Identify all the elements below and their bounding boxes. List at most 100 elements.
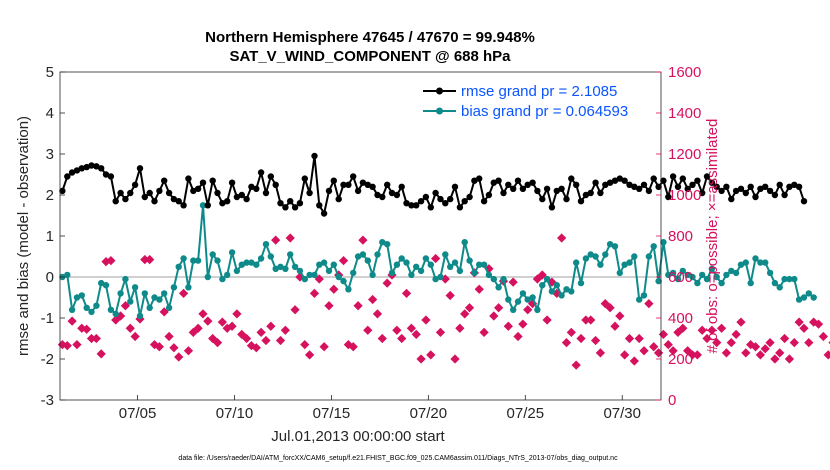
obs-assimilated-point: [557, 233, 567, 243]
bias-point: [597, 261, 604, 268]
rmse-point: [272, 181, 279, 188]
obs-assimilated-point: [348, 342, 358, 352]
obs-assimilated-point: [629, 356, 639, 366]
bias-point: [262, 241, 270, 248]
obs-assimilated-point: [91, 333, 101, 344]
obs-assimilated-point: [809, 317, 819, 327]
rmse-point: [287, 198, 294, 205]
rmse-point: [718, 187, 725, 195]
bias-point: [582, 255, 590, 262]
rmse-point: [233, 193, 241, 201]
rmse-point: [461, 198, 468, 205]
obs-assimilated-point: [624, 333, 635, 344]
rmse-point: [325, 187, 333, 195]
obs-assimilated-point: [198, 309, 208, 319]
rmse-point: [640, 181, 648, 188]
obs-assimilated-point: [382, 278, 392, 288]
bias-point: [417, 267, 425, 275]
rmse-point: [156, 187, 163, 195]
rmse-point: [699, 189, 706, 197]
rmse-point: [194, 185, 202, 192]
obs-assimilated-point: [392, 325, 402, 335]
rmse-point: [403, 200, 410, 207]
rmse-point: [369, 183, 376, 190]
right-tick-label: 800: [668, 228, 693, 245]
rmse-point: [374, 191, 381, 199]
right-tick-label: 400: [668, 310, 693, 327]
obs-assimilated-point: [421, 315, 431, 325]
bias-point: [645, 253, 653, 260]
bias-point: [757, 259, 764, 266]
obs-assimilated-point: [106, 255, 116, 266]
rmse-point: [102, 171, 110, 178]
bias-point: [228, 249, 236, 256]
bias-point: [190, 257, 197, 264]
left-tick-label: 1: [46, 228, 54, 245]
rmse-point: [665, 193, 672, 201]
bias-point: [233, 267, 241, 275]
bias-point: [524, 296, 531, 303]
rmse-point: [388, 189, 396, 197]
rmse-point: [127, 189, 134, 197]
bias-point: [311, 271, 318, 279]
rmse-point: [529, 179, 536, 186]
legend-bias-marker: [436, 107, 443, 115]
bias-point: [762, 259, 769, 266]
obs-assimilated-point: [464, 303, 475, 313]
bias-point: [88, 308, 95, 316]
rmse-series: [59, 152, 808, 217]
x-tick-label: 07/25: [507, 405, 545, 422]
obs-assimilated-point: [445, 290, 455, 301]
rmse-point: [645, 187, 653, 195]
obs-assimilated-point: [338, 255, 349, 266]
rmse-point: [573, 181, 580, 188]
bias-point: [471, 269, 478, 277]
bias-point: [335, 273, 342, 281]
rmse-point: [776, 181, 783, 188]
obs-assimilated-point: [489, 311, 499, 321]
rmse-point: [791, 181, 798, 188]
obs-assimilated-point: [615, 311, 625, 321]
rmse-point: [505, 181, 512, 188]
bias-point: [703, 275, 711, 283]
rmse-point: [384, 181, 391, 188]
obs-assimilated-point: [770, 354, 780, 364]
bias-point: [117, 290, 124, 297]
obs-assimilated-point: [760, 344, 770, 354]
rmse-point: [737, 185, 745, 192]
obs-assimilated-point: [82, 324, 92, 334]
rmse-point: [495, 177, 502, 184]
obs-assimilated-point: [261, 335, 271, 346]
bias-point: [345, 286, 352, 293]
obs-assimilated-point: [397, 333, 407, 344]
y-axis-label-right: # of obs: o=possible; ×=assimilated: [704, 119, 721, 354]
x-axis: 07/05 07/10 07/15 07/20 07/25 07/30: [119, 395, 641, 422]
bias-point: [776, 284, 783, 291]
obs-assimilated-point: [314, 274, 324, 284]
x-tick-label: 07/05: [119, 405, 157, 422]
obs-assimilated-point: [775, 348, 785, 358]
rmse-point: [408, 202, 415, 209]
rmse-point: [219, 200, 226, 207]
rmse-point: [238, 191, 245, 199]
obs-assimilated-point: [600, 299, 610, 309]
obs-assimilated-point: [178, 288, 189, 299]
bias-point: [413, 263, 420, 270]
rmse-point: [539, 195, 546, 203]
obs-assimilated-point: [227, 321, 237, 331]
bias-point: [243, 259, 250, 266]
rmse-point: [165, 189, 173, 197]
right-tick-label: 0: [668, 392, 676, 409]
bias-point: [422, 255, 430, 262]
rmse-point: [684, 185, 691, 192]
rmse-point: [432, 189, 439, 197]
bias-point: [626, 259, 633, 266]
obs-assimilated-point: [450, 354, 460, 364]
rmse-point: [466, 193, 473, 201]
x-tick-label: 07/30: [603, 405, 641, 422]
obs-assimilated-point: [678, 323, 688, 333]
bias-point: [732, 269, 740, 277]
rmse-point: [553, 187, 560, 195]
bias-point: [68, 306, 76, 313]
bias-point: [800, 294, 808, 301]
